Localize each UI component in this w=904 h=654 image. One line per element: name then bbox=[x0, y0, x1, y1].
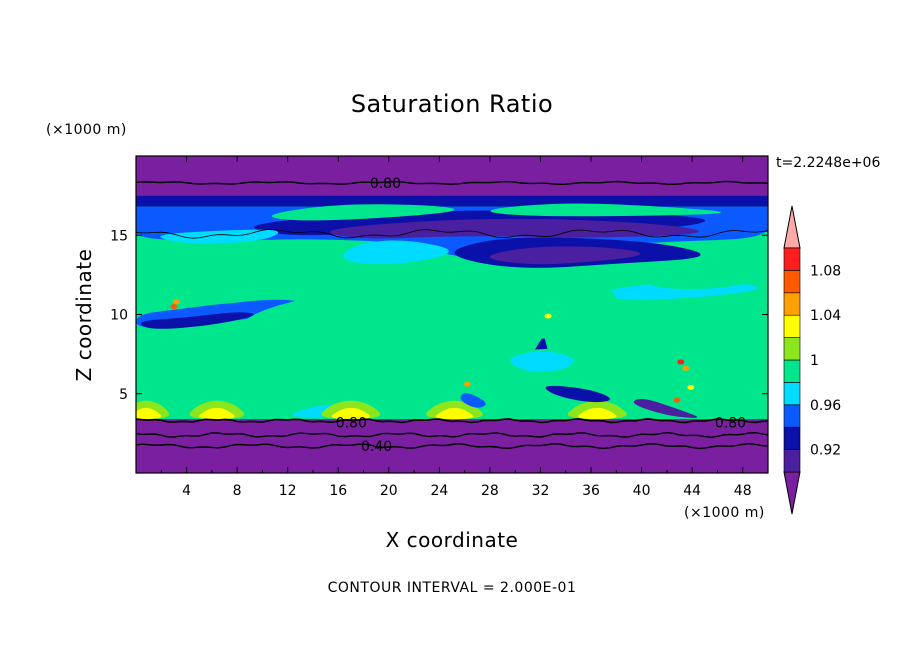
cyan-band-left bbox=[160, 229, 279, 244]
x-tick-label-7: 32 bbox=[532, 483, 550, 499]
colorbar-level-4 bbox=[783, 359, 801, 383]
warm-pocket-core-0 bbox=[136, 407, 162, 420]
hot-spot-7 bbox=[673, 397, 681, 403]
contour-lines bbox=[136, 180, 768, 450]
warm-pocket-core-4 bbox=[578, 407, 617, 420]
cloud-region-5 bbox=[520, 273, 617, 387]
colorbar-under-triangle bbox=[783, 471, 801, 515]
y-tick-label-1: 10 bbox=[110, 308, 128, 324]
contour-label-2: 0.80 bbox=[715, 415, 746, 431]
warm-pocket-core-1 bbox=[199, 407, 235, 420]
contour-080-upper bbox=[136, 180, 768, 186]
colorbar-level-5 bbox=[783, 337, 801, 361]
x-tick-label-5: 24 bbox=[430, 483, 448, 499]
cloud-region-9 bbox=[140, 371, 208, 405]
contour-upper-band bbox=[136, 228, 768, 239]
x-tick-label-10: 44 bbox=[683, 483, 701, 499]
colorbar-label-3: 1.04 bbox=[810, 308, 841, 324]
cloud-region-4 bbox=[444, 310, 546, 404]
colorbar-level-0 bbox=[783, 449, 801, 473]
colorbar-label-2: 1 bbox=[810, 353, 819, 369]
dry-streak-2 bbox=[632, 399, 698, 418]
y-axis: 5 10 15 bbox=[110, 228, 768, 403]
colorbar-level-1 bbox=[783, 426, 801, 450]
contour-060 bbox=[136, 431, 768, 439]
y-tick-label-2: 15 bbox=[110, 228, 128, 244]
y-unit-label: (×1000 m) bbox=[46, 122, 127, 138]
colorbar-level-8 bbox=[783, 270, 801, 294]
layer-boundary-layer-dry bbox=[136, 419, 768, 473]
x-tick-label-3: 16 bbox=[329, 483, 347, 499]
x-tick-label-1: 8 bbox=[233, 483, 242, 499]
hot-spot-0 bbox=[172, 299, 180, 305]
warm-pocket-core-2 bbox=[331, 407, 371, 420]
contour-label-3: 0.40 bbox=[361, 439, 392, 455]
layer-tropopause-blue bbox=[136, 195, 768, 207]
hot-spot-1 bbox=[170, 304, 178, 310]
x-tick-label-4: 20 bbox=[380, 483, 398, 499]
colorbar-level-7 bbox=[783, 292, 801, 316]
x-tick-label-11: 48 bbox=[734, 483, 752, 499]
contour-080-lower bbox=[136, 417, 768, 424]
cyan-band-mid bbox=[341, 240, 449, 265]
hot-spot-2 bbox=[544, 313, 552, 319]
x-tick-label-6: 28 bbox=[481, 483, 499, 499]
colorbar: 0.92 0.96 1 1.04 1.08 bbox=[783, 205, 841, 515]
contour-label-1: 0.80 bbox=[336, 415, 367, 431]
colorbar-level-2 bbox=[783, 404, 801, 428]
colorbar-level-9 bbox=[783, 247, 801, 271]
x-tick-label-2: 12 bbox=[279, 483, 297, 499]
x-tick-label-9: 40 bbox=[633, 483, 651, 499]
colorbar-label-0: 0.92 bbox=[810, 443, 841, 459]
chart-title: Saturation Ratio bbox=[351, 90, 553, 118]
colorbar-over-triangle bbox=[783, 205, 801, 249]
x-unit-label: (×1000 m) bbox=[684, 505, 765, 521]
contour-040 bbox=[136, 442, 768, 450]
upper-green-lens bbox=[271, 204, 455, 221]
cloud-region-10 bbox=[687, 262, 751, 279]
field-shapes bbox=[136, 156, 768, 473]
cloud-region-2 bbox=[338, 340, 422, 402]
cloud-region-7 bbox=[659, 322, 768, 377]
layer-lower-stratosphere bbox=[136, 156, 768, 196]
hot-spot-4 bbox=[682, 365, 690, 371]
purple-tongue-upper bbox=[329, 218, 700, 239]
colorbar-level-6 bbox=[783, 314, 801, 338]
contour-interval-text: CONTOUR INTERVAL = 2.000E-01 bbox=[328, 580, 577, 596]
cloud-region-0 bbox=[152, 265, 280, 307]
hot-spot-3 bbox=[677, 359, 685, 365]
cloud-region-3 bbox=[395, 295, 473, 323]
y-tick-label-0: 5 bbox=[119, 387, 128, 403]
dry-streak-1 bbox=[545, 385, 610, 403]
plot-area: 0.800.80 0.800.40 4 8 12 16 20 24 28 32 36 40 44 48 … bbox=[110, 155, 769, 499]
time-label: t=2.2248e+06 bbox=[776, 155, 880, 171]
colorbar-label-1: 0.96 bbox=[810, 398, 841, 414]
x-axis: 4 8 12 16 20 24 28 32 36 40 44 48 bbox=[160, 156, 752, 499]
x-tick-label-0: 4 bbox=[182, 483, 191, 499]
hot-spot-5 bbox=[687, 384, 695, 390]
colorbar-label-4: 1.08 bbox=[810, 263, 841, 279]
hot-spot-6 bbox=[463, 381, 471, 387]
x-axis-title: X coordinate bbox=[386, 528, 519, 552]
warm-pocket-core-3 bbox=[435, 407, 474, 420]
purple-blob bbox=[489, 246, 641, 265]
contour-label-group: 0.80 0.80 0.80 0.40 bbox=[336, 176, 746, 455]
upper-green-lens-2 bbox=[490, 203, 722, 217]
contour-label-0: 0.80 bbox=[370, 176, 401, 192]
dry-streak-3 bbox=[459, 393, 486, 408]
colorbar-level-3 bbox=[783, 382, 801, 406]
mid-dark-streak bbox=[141, 312, 254, 329]
x-tick-label-8: 36 bbox=[582, 483, 600, 499]
cloud-region-1 bbox=[227, 295, 405, 404]
y-axis-title: Z coordinate bbox=[72, 249, 96, 382]
cyan-pocket-1 bbox=[510, 351, 574, 372]
